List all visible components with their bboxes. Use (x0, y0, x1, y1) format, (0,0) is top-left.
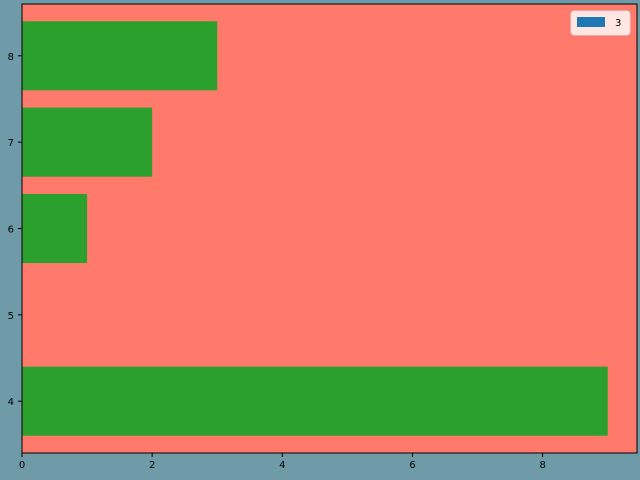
legend: 3 (570, 10, 631, 36)
plot-area (21, 3, 638, 454)
y-axis: 4 5 6 7 8 (8, 52, 22, 408)
y-tick-label: 8 (8, 52, 14, 63)
x-tick-label: 8 (539, 460, 545, 471)
y-tick-label: 4 (8, 397, 14, 408)
bar-8 (22, 21, 218, 91)
x-tick-label: 2 (149, 460, 155, 471)
legend-swatch (577, 17, 605, 27)
bar-7 (22, 107, 153, 177)
bar-6 (22, 193, 88, 264)
y-tick-label: 5 (8, 311, 14, 322)
x-tick-label: 0 (19, 460, 25, 471)
y-tick-label: 6 (8, 225, 14, 236)
x-axis: 0 2 4 6 8 (19, 453, 546, 471)
bar-4 (22, 366, 608, 436)
x-tick-label: 4 (279, 460, 285, 471)
legend-label: 3 (615, 18, 621, 29)
bars-layer (22, 21, 608, 436)
y-tick-label: 7 (8, 138, 14, 149)
x-tick-label: 6 (409, 460, 415, 471)
